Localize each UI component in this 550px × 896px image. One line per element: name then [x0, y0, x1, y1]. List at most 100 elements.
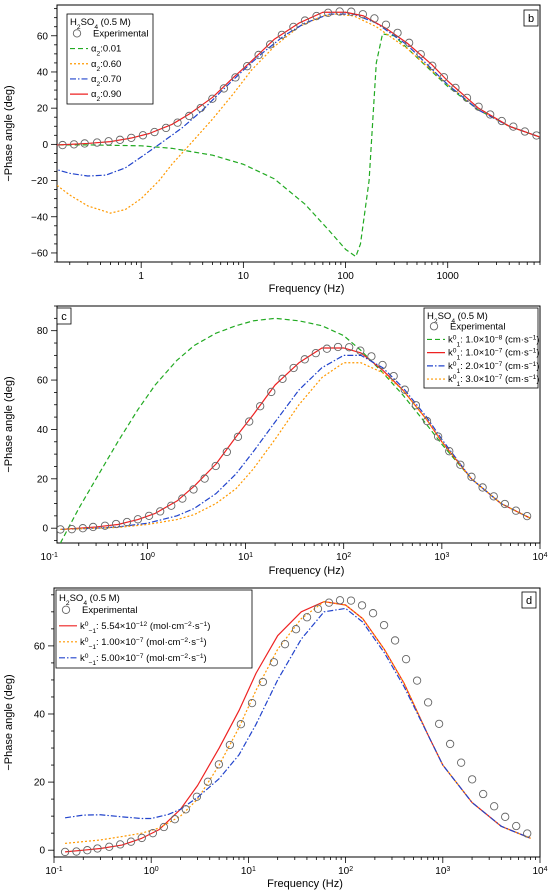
legend-series-label-1-part: −1 [88, 627, 96, 634]
legend-series-label-1-part: ) [536, 334, 539, 345]
experimental-point [289, 363, 298, 373]
y-tick-label: 20 [34, 778, 46, 789]
experimental-point [323, 8, 333, 17]
experimental-point [356, 346, 365, 355]
x-tick-label: 103 [435, 866, 450, 878]
legend-series-label-2-part: −2 [180, 636, 188, 643]
experimental-point [181, 805, 190, 814]
legend-title-part: SO [70, 593, 84, 604]
experimental-point [67, 525, 76, 534]
experimental-point [390, 636, 400, 645]
legend-series-label-2-part: ·s [188, 637, 196, 648]
legend-series-label-1-part: k [80, 621, 85, 632]
x-tick-exponent: 0 [151, 552, 155, 559]
legend-experimental-marker [72, 29, 82, 38]
experimental-point [434, 719, 444, 729]
legend-title-part: 4 [94, 24, 98, 31]
legend-series-label-3-part: : 2.0×10 [460, 361, 495, 372]
experimental-point [445, 739, 455, 749]
experimental-point [500, 499, 509, 509]
experimental-point [511, 506, 521, 515]
panel-letter-box [56, 307, 72, 325]
experimental-point [497, 116, 506, 126]
experimental-point [289, 22, 298, 32]
legend-series-label-3-part: 0 [453, 360, 457, 367]
x-tick-base: 10 [532, 552, 544, 563]
experimental-point [92, 138, 102, 147]
experimental-point [400, 385, 409, 394]
experimental-point [501, 812, 510, 821]
experimental-point [416, 50, 425, 59]
legend-series-label-1-part: 0 [453, 334, 457, 341]
x-tick-exponent: 3 [446, 866, 450, 873]
plot-area [57, 7, 540, 258]
experimental-point [203, 777, 213, 786]
legend-title: H2SO4 (0.5 M) [427, 311, 488, 325]
legend-series-label-1-part: ) [207, 621, 210, 632]
legend-series-label-3-part: −1 [196, 652, 204, 659]
experimental-point [346, 596, 356, 605]
experimental-point [478, 483, 487, 492]
legend-series-label-4-part: (cm·s [502, 374, 529, 385]
experimental-point [200, 474, 209, 483]
legend-series-label-4: α2:0.90 [91, 89, 121, 103]
x-tick-label: 103 [434, 552, 449, 564]
experimental-point [368, 609, 378, 618]
experimental-point [104, 137, 113, 146]
legend-series-label-2-part: −1 [88, 643, 96, 650]
experimental-point [116, 840, 125, 849]
x-axis-label: Frequency (Hz) [269, 283, 345, 295]
experimental-point [69, 140, 79, 149]
legend-experimental-label: Experimental [82, 605, 137, 616]
experimental-point [401, 655, 411, 664]
legend-series-label-2-part: ) [204, 637, 207, 648]
legend-title-part: H [59, 593, 66, 604]
x-tick-base: 10 [45, 866, 57, 877]
experimental-point [302, 613, 312, 622]
legend-series-label-3-part: (mol·cm [144, 653, 181, 664]
legend-title-part: 2 [434, 318, 438, 325]
legend-series-label-3-part: −1 [529, 360, 537, 367]
legend-series-label-1-part: −2 [184, 620, 192, 627]
legend-series-label-1-part: 0 [85, 620, 89, 627]
x-tick-exponent: 1 [249, 552, 253, 559]
legend-series-label-1-part: ·s [192, 621, 200, 632]
legend-experimental-marker [429, 322, 439, 331]
experimental-point [335, 596, 345, 605]
experimental-point [474, 102, 483, 111]
experimental-point [100, 521, 110, 530]
x-tick-label: 100 [140, 552, 155, 564]
experimental-point [192, 792, 202, 801]
experimental-point [278, 374, 287, 383]
legend-series-label-3-part: (cm·s [502, 361, 529, 372]
legend-series-label-4-part: −1 [529, 374, 537, 381]
x-tick-label: 102 [338, 866, 353, 878]
legend-series-label-1: α2:0.01 [91, 44, 121, 58]
y-axis-label: −Phase angle (deg) [3, 85, 15, 181]
x-tick-label: 10-1 [45, 866, 62, 878]
legend-series-label-2: k0−1: 1.00×10−7 (mol·cm−2·s−1) [80, 636, 207, 650]
experimental-point [111, 519, 121, 529]
legend-title-part: H [427, 311, 434, 322]
legend-series-label-2-part: −1 [529, 347, 537, 354]
legend-series-label-2: α2:0.60 [91, 59, 121, 73]
experimental-point [243, 62, 252, 71]
experimental-point [269, 658, 279, 667]
legend-series-label-3-part: −7 [495, 360, 503, 367]
legend-title-part: (0.5 M) [455, 311, 488, 322]
legend-title: H2SO4 (0.5 M) [59, 593, 120, 607]
x-tick-exponent: -1 [56, 866, 62, 873]
experimental-point [156, 507, 165, 516]
x-tick-label: 101 [238, 552, 253, 564]
x-tick-label: 1000 [437, 271, 460, 282]
x-tick-exponent: 1 [252, 866, 256, 873]
x-tick-label: 102 [336, 552, 351, 564]
experimental-point [311, 349, 320, 358]
x-axis-label: Frequency (Hz) [269, 565, 345, 577]
legend-series-label-1-part: −8 [495, 334, 503, 341]
legend-series-label-3: k0−1: 5.00×10−7 (mol·cm−2·s−1) [80, 652, 207, 666]
panel-letter-text: b [528, 13, 534, 25]
experimental-point [489, 492, 498, 501]
legend-series-label-2-part: ) [536, 348, 539, 359]
x-tick-exponent: 2 [347, 552, 351, 559]
